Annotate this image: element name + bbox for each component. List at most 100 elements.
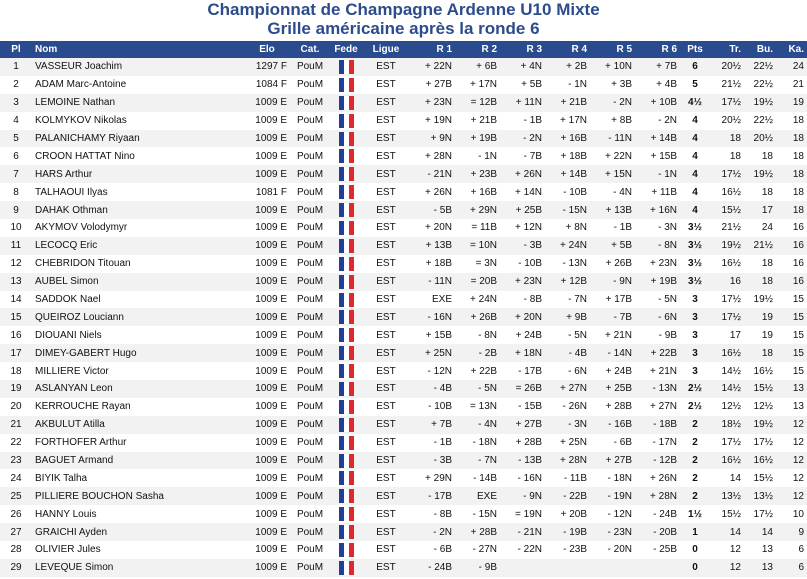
- round-result: - 21N: [410, 165, 455, 184]
- flag-stripe: [348, 113, 354, 128]
- round-result: + 16N: [635, 201, 680, 220]
- flag-stripe: [348, 292, 354, 307]
- player-row: 8 TALHAOUI Ilyas 1081 F PouM EST + 26N + 16B + …: [0, 183, 807, 202]
- category: PouM: [290, 219, 330, 237]
- flag: [338, 77, 354, 92]
- flag-stripe: [348, 364, 354, 379]
- flag-stripe: [343, 381, 349, 396]
- round-result: - 13B: [500, 451, 545, 470]
- league: EST: [362, 523, 410, 542]
- points: 3½: [680, 254, 710, 273]
- flag-stripe: [338, 95, 344, 110]
- round-result: + 21B: [545, 93, 590, 112]
- league: EST: [362, 326, 410, 345]
- rank: 14: [0, 290, 32, 309]
- elo: 1009 E: [244, 272, 290, 291]
- federation: [330, 75, 362, 94]
- player-name: MILLIERE Victor: [32, 362, 244, 381]
- elo: 1009 E: [244, 326, 290, 345]
- tiebreak-ka: 6: [776, 541, 807, 559]
- federation: [330, 558, 362, 577]
- tiebreak-bu: 18: [744, 272, 776, 291]
- column-header: Fede: [330, 41, 362, 58]
- column-header: R 2: [455, 41, 500, 58]
- federation: [330, 326, 362, 345]
- rank: 6: [0, 147, 32, 166]
- flag-stripe: [343, 471, 349, 486]
- round-result: - 6N: [545, 362, 590, 381]
- round-result: - 2N: [635, 111, 680, 130]
- round-result: - 13N: [545, 254, 590, 273]
- column-header: Pl: [0, 41, 32, 58]
- round-result: - 2N: [500, 129, 545, 148]
- tiebreak-bu: 17½: [744, 433, 776, 452]
- tiebreak-tr: 14: [710, 469, 744, 488]
- flag-stripe: [338, 185, 344, 200]
- round-result: + 24N: [545, 236, 590, 255]
- league: EST: [362, 165, 410, 184]
- tiebreak-bu: 15½: [744, 380, 776, 398]
- tiebreak-tr: 16½: [710, 344, 744, 363]
- tiebreak-tr: 16½: [710, 254, 744, 273]
- player-name: AUBEL Simon: [32, 272, 244, 291]
- round-result: - 26N: [545, 397, 590, 416]
- tiebreak-bu: 22½: [744, 58, 776, 76]
- elo: 1009 E: [244, 147, 290, 166]
- round-result: + 23N: [635, 254, 680, 273]
- tiebreak-ka: 16: [776, 254, 807, 273]
- flag-stripe: [343, 220, 349, 235]
- player-row: 19 ASLANYAN Leon 1009 E PouM EST - 4B - 5N = 26…: [0, 380, 807, 398]
- rank: 28: [0, 541, 32, 559]
- player-name: BIYIK Talha: [32, 469, 244, 488]
- round-result: + 13B: [590, 201, 635, 220]
- round-result: + 10B: [635, 93, 680, 112]
- flag-stripe: [343, 489, 349, 504]
- round-result: - 23B: [545, 541, 590, 559]
- player-name: LEVEQUE Simon: [32, 558, 244, 577]
- elo: 1009 E: [244, 397, 290, 416]
- round-result: + 28B: [455, 523, 500, 542]
- round-result: [635, 558, 680, 577]
- flag-stripe: [343, 542, 349, 557]
- tiebreak-bu: 19½: [744, 415, 776, 434]
- flag-stripe: [338, 417, 344, 432]
- tiebreak-tr: 20½: [710, 111, 744, 130]
- league: EST: [362, 487, 410, 506]
- round-result: - 19N: [590, 487, 635, 506]
- round-result: - 1B: [590, 219, 635, 237]
- elo: 1009 E: [244, 236, 290, 255]
- flag-stripe: [343, 77, 349, 92]
- flag-stripe: [338, 364, 344, 379]
- round-result: + 19B: [455, 129, 500, 148]
- flag: [338, 292, 354, 307]
- column-header: Nom: [32, 41, 244, 58]
- federation: [330, 236, 362, 255]
- tiebreak-tr: 16½: [710, 451, 744, 470]
- tiebreak-tr: 17½: [710, 308, 744, 327]
- round-result: + 21B: [455, 111, 500, 130]
- flag-stripe: [348, 435, 354, 450]
- flag: [338, 95, 354, 110]
- column-header: R 3: [500, 41, 545, 58]
- round-result: + 27N: [635, 397, 680, 416]
- round-result: [590, 558, 635, 577]
- tiebreak-ka: 16: [776, 272, 807, 291]
- player-row: 16 DIOUANI Niels 1009 E PouM EST + 15B - 8N + 2…: [0, 326, 807, 345]
- points: 3: [680, 362, 710, 381]
- points: 4: [680, 111, 710, 130]
- category: PouM: [290, 129, 330, 148]
- points: 3½: [680, 219, 710, 237]
- round-result: - 7N: [545, 290, 590, 309]
- federation: [330, 290, 362, 309]
- federation: [330, 308, 362, 327]
- elo: 1009 E: [244, 541, 290, 559]
- round-result: + 2B: [545, 58, 590, 76]
- column-header: R 6: [635, 41, 680, 58]
- round-result: + 26B: [590, 254, 635, 273]
- round-result: + 26N: [635, 469, 680, 488]
- flag-stripe: [348, 185, 354, 200]
- round-result: + 22N: [590, 147, 635, 166]
- flag-stripe: [338, 167, 344, 182]
- league: EST: [362, 254, 410, 273]
